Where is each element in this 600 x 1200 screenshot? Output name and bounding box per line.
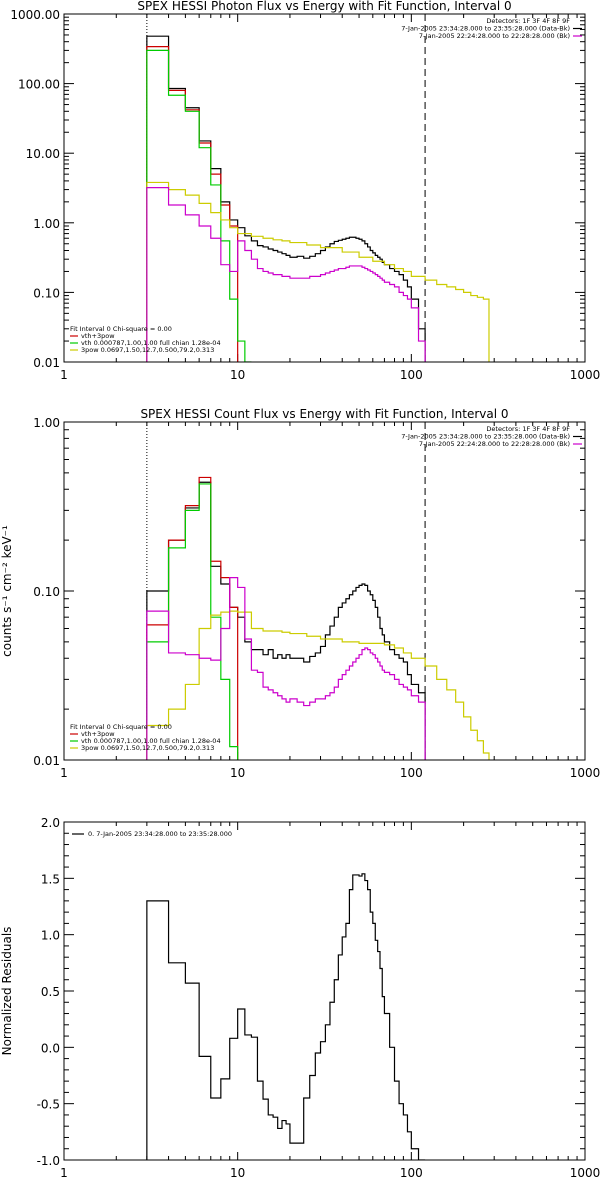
legend: Fit Interval 0 Chi-square = 0.00vth+3pow… xyxy=(70,325,221,354)
y-tick-label: 1.00 xyxy=(33,217,60,231)
y-axis: 0.01 0.10 1.00 xyxy=(33,416,585,768)
y-axis-label: counts s⁻¹ cm⁻² keV⁻¹ xyxy=(0,525,14,657)
x-tick-label: 10 xyxy=(230,1166,245,1180)
series-line-5 xyxy=(146,577,426,760)
series-group xyxy=(146,35,490,362)
y-tick-label: 10.00 xyxy=(26,147,60,161)
header-info: Detectors: 1F 3F 4F 8F 9F7-Jan-2005 23:3… xyxy=(401,17,582,40)
y-tick-label: 1.0 xyxy=(41,929,60,943)
y-tick-label: 1000.00 xyxy=(10,8,60,22)
y-axis-label: Normalized Residuals xyxy=(0,927,14,1056)
x-axis: 1 10 100 1000 xyxy=(60,822,600,1180)
legend-label: vth+3pow xyxy=(81,730,115,738)
x-tick-label: 100 xyxy=(400,368,423,382)
header-line: 7-Jan-2005 23:34:28.000 to 23:35:28.000 … xyxy=(401,25,570,33)
y-axis: 0.01 0.10 1.00 10.00 100.00 1000.00 xyxy=(10,8,585,370)
series-line-2 xyxy=(146,46,239,362)
legend: 0. 7-Jan-2005 23:34:28.000 to 23:35:28.0… xyxy=(72,830,232,838)
y-axis: -1.0 -0.5 0.0 0.5 1.0 1.5 2.0 xyxy=(37,816,585,1168)
y-tick-label: 100.00 xyxy=(18,78,60,92)
y-tick-label: -0.5 xyxy=(37,1098,60,1112)
y-tick-label: 2.0 xyxy=(41,816,60,830)
legend-label: Fit Interval 0 Chi-square = 0.00 xyxy=(70,325,172,333)
plot-frame xyxy=(63,421,586,761)
series-line-1 xyxy=(146,35,426,362)
legend: Fit Interval 0 Chi-square = 0.00vth+3pow… xyxy=(70,723,221,752)
y-tick-label: 1.00 xyxy=(33,416,60,430)
panel-3: 1 10 100 1000 -1.0 -0.5 0.0 0.5 1.0 1.5 2.0 Normali… xyxy=(0,816,600,1180)
y-tick-label: -1.0 xyxy=(37,1154,60,1168)
x-tick-label: 1 xyxy=(60,1166,68,1180)
series-line-1 xyxy=(146,873,426,1160)
y-tick-label: 0.0 xyxy=(41,1041,60,1055)
series-group xyxy=(146,476,490,760)
legend-label: vth 0.000787,1.00,1.00 full chian 1.28e-… xyxy=(81,737,221,745)
series-line-4 xyxy=(146,181,490,362)
header-line: 7-Jan-2005 22:24:28.000 to 22:28:28.000 … xyxy=(419,32,570,40)
x-tick-label: 10 xyxy=(230,766,245,780)
plot-frame xyxy=(63,13,586,363)
y-tick-label: 0.10 xyxy=(33,585,60,599)
series-line-2 xyxy=(146,476,239,760)
x-tick-label: 1 xyxy=(60,766,68,780)
series-line-5 xyxy=(146,187,426,362)
header-line: Detectors: 1F 3F 4F 8F 9F xyxy=(486,17,570,25)
header-line: Detectors: 1F 3F 4F 8F 9F xyxy=(486,425,570,433)
legend-label: 3pow 0.0697,1.50,12.7,0.500,79.2,0.313 xyxy=(81,346,214,354)
series-line-1 xyxy=(146,481,426,760)
series-line-3 xyxy=(146,483,239,760)
y-tick-label: 0.5 xyxy=(41,985,60,999)
header-info: Detectors: 1F 3F 4F 8F 9F7-Jan-2005 23:3… xyxy=(401,425,582,448)
panel-2: SPEX HESSI Count Flux vs Energy with Fit… xyxy=(0,407,600,780)
legend-label: 3pow 0.0697,1.50,12.7,0.500,79.2,0.313 xyxy=(81,744,214,752)
x-tick-label: 1000 xyxy=(570,1166,600,1180)
x-tick-label: 1000 xyxy=(570,766,600,780)
y-tick-label: 1.5 xyxy=(41,872,60,886)
y-tick-label: 0.01 xyxy=(33,356,60,370)
chart-title: SPEX HESSI Count Flux vs Energy with Fit… xyxy=(140,407,508,421)
legend-label: Fit Interval 0 Chi-square = 0.00 xyxy=(70,723,172,731)
y-tick-label: 0.01 xyxy=(33,754,60,768)
series-line-4 xyxy=(146,610,490,760)
x-tick-label: 1000 xyxy=(570,368,600,382)
panel-1: SPEX HESSI Photon Flux vs Energy with Fi… xyxy=(10,0,600,382)
chart-title: SPEX HESSI Photon Flux vs Energy with Fi… xyxy=(137,0,511,13)
x-tick-label: 100 xyxy=(400,1166,423,1180)
legend-label: 0. 7-Jan-2005 23:34:28.000 to 23:35:28.0… xyxy=(88,830,232,838)
series-line-3 xyxy=(146,49,252,362)
legend-label: vth+3pow xyxy=(81,332,115,340)
x-tick-label: 10 xyxy=(230,368,245,382)
y-tick-label: 0.10 xyxy=(33,286,60,300)
plot-frame xyxy=(63,821,586,1161)
x-axis: 1 10 100 1000 xyxy=(60,14,600,382)
series-group xyxy=(146,873,426,1160)
x-tick-label: 100 xyxy=(400,766,423,780)
x-tick-label: 1 xyxy=(60,368,68,382)
legend-label: vth 0.000787,1.00,1.00 full chian 1.28e-… xyxy=(81,339,221,347)
header-line: 7-Jan-2005 23:34:28.000 to 23:35:28.000 … xyxy=(401,433,570,441)
header-line: 7-Jan-2005 22:24:28.000 to 22:28:28.000 … xyxy=(419,440,570,448)
